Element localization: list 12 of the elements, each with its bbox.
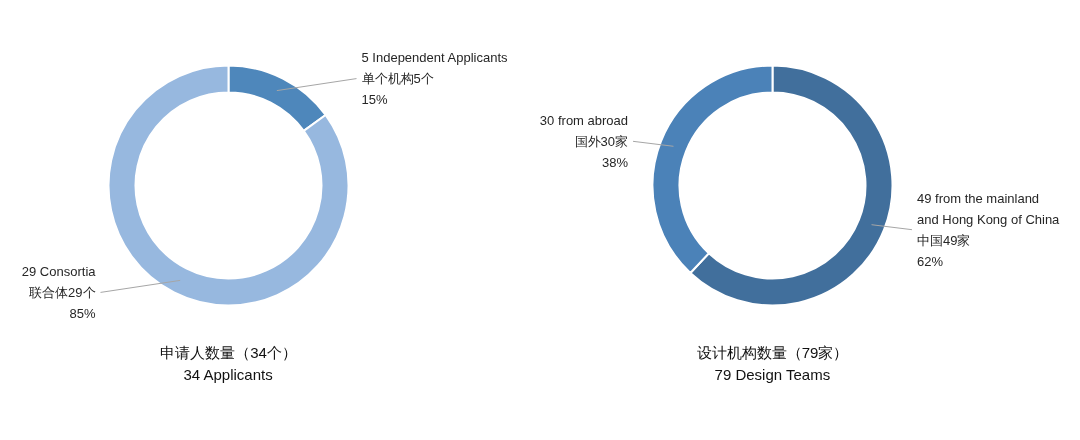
text: 申请人数量（34个）	[160, 344, 297, 361]
data-label: 15%	[361, 92, 388, 108]
data-label: 38%	[602, 154, 629, 170]
slice-label: 29 Consortia 联合体29个	[21, 263, 97, 300]
text: 34 Applicants	[183, 366, 273, 383]
data-label: 85%	[69, 305, 96, 321]
text: 设计机构数量（79家）	[696, 344, 849, 361]
slice-label: 5 Independent Applicants 单个机构5个	[361, 50, 509, 87]
slice-label: 49 from the mainland and Hong Kong of China 中国49家	[916, 190, 1061, 248]
data-label: 62%	[916, 253, 944, 269]
slice-label: 30 from abroad 国外30家	[539, 112, 629, 149]
text: 79 Design Teams	[714, 366, 831, 383]
